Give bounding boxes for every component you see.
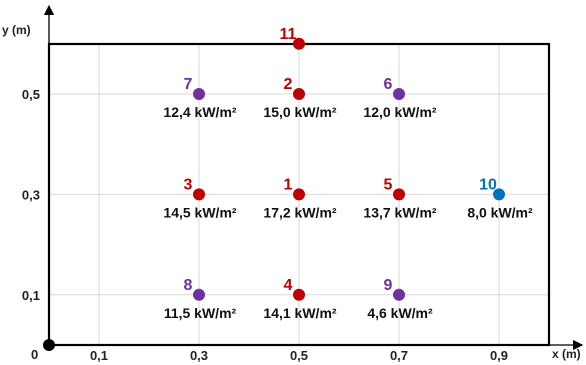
sensor-marker (293, 188, 305, 201)
x-tick-label: 0,9 (490, 348, 508, 363)
y-tick-label: 0,3 (22, 187, 40, 202)
sensor-marker (393, 88, 405, 100)
sensor-number: 8 (184, 277, 193, 294)
sensor-point-3: 3 14,5 kW/m² (163, 176, 236, 220)
sensor-number: 4 (284, 277, 293, 294)
sensor-point-9: 9 4,6 kW/m² (367, 277, 433, 321)
sensor-marker (293, 88, 305, 100)
heat-flux-value: 17,2 kW/m² (263, 204, 336, 220)
sensor-point-5: 5 13,7 kW/m² (363, 176, 436, 220)
sensor-marker (393, 288, 405, 301)
heat-flux-value: 14,1 kW/m² (263, 305, 336, 321)
x-tick-label: 0,7 (390, 348, 408, 363)
y-tick-label: 0,5 (22, 87, 40, 102)
sensor-point-11: 11 (280, 26, 305, 50)
sensor-point-7: 7 12,4 kW/m² (163, 76, 236, 120)
sensor-point-2: 2 15,0 kW/m² (263, 76, 336, 120)
x-tick-label: 0,3 (190, 348, 208, 363)
sensor-point-10: 10 8,0 kW/m² (467, 176, 533, 220)
heat-flux-value: 14,5 kW/m² (163, 204, 236, 220)
sensor-number: 6 (384, 76, 393, 93)
heat-flux-value: 8,0 kW/m² (467, 204, 533, 220)
x-tick-label: 0,5 (290, 348, 308, 363)
sensor-number: 2 (284, 76, 293, 93)
y-tick-label: 0,1 (22, 288, 40, 303)
sensor-point-8: 8 11,5 kW/m² (164, 277, 237, 321)
sensor-number: 1 (284, 176, 293, 193)
heat-flux-value: 4,6 kW/m² (367, 305, 433, 321)
heat-flux-value: 12,0 kW/m² (363, 104, 436, 120)
sensor-marker (293, 288, 305, 301)
sensor-marker (293, 37, 305, 50)
heat-flux-value: 11,5 kW/m² (164, 305, 237, 321)
origin-dot (43, 339, 55, 351)
sensor-point-4: 4 14,1 kW/m² (263, 277, 336, 321)
sensor-number: 7 (184, 76, 193, 93)
sensor-point-6: 6 12,0 kW/m² (363, 76, 436, 120)
x-tick-label: 0,1 (90, 348, 108, 363)
sensor-marker (193, 188, 205, 201)
sensor-marker (393, 188, 405, 201)
sensor-point-1: 1 17,2 kW/m² (263, 176, 336, 220)
y-axis-label: y (m) (2, 23, 31, 37)
origin-label: 0 (31, 347, 38, 362)
sensor-marker (493, 188, 505, 201)
heat-flux-value: 12,4 kW/m² (163, 104, 236, 120)
sensor-number: 11 (280, 26, 297, 43)
sensor-marker (193, 288, 205, 301)
heat-flux-value: 15,0 kW/m² (263, 104, 336, 120)
heat-flux-value: 13,7 kW/m² (363, 204, 436, 220)
x-axis-label: x (m) (552, 347, 581, 361)
sensor-number: 9 (384, 277, 393, 294)
sensor-points: 11 7 12,4 kW/m² 2 15,0 kW/m² 6 12,0 kW/m² 3 14,5… (163, 26, 533, 321)
sensor-number: 5 (384, 176, 393, 193)
sensor-number: 10 (479, 176, 497, 193)
tick-labels: 0,1 0,3 0,5 0,7 0,9 0,1 0,3 0,5 (22, 87, 508, 363)
sensor-number: 3 (184, 176, 193, 193)
sensor-marker (193, 88, 205, 100)
